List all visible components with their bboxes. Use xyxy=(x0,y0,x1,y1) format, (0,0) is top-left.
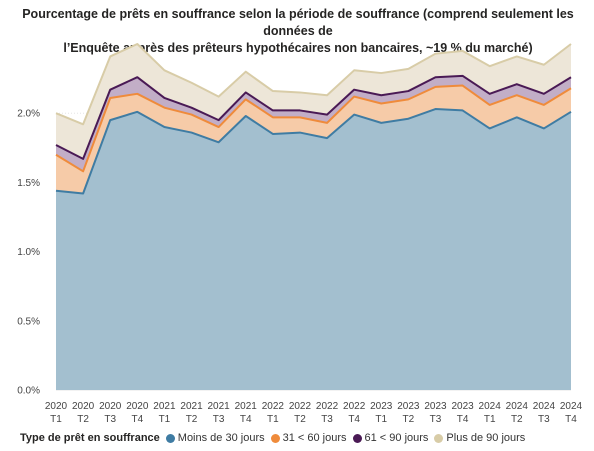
x-tick-year: 2024 xyxy=(533,401,556,412)
x-tick-quarter: T3 xyxy=(321,414,333,425)
series-line-plus-90 xyxy=(55,43,572,126)
series-line-61-90 xyxy=(55,74,572,160)
area-series-plus-90[interactable] xyxy=(56,44,571,159)
y-tick-label: 1.0% xyxy=(17,247,40,258)
x-tick-year: 2020 xyxy=(99,401,122,412)
x-tick-year: 2023 xyxy=(424,401,447,412)
x-tick-quarter: T3 xyxy=(430,414,442,425)
legend-label-plus-90: Plus de 90 jours xyxy=(446,432,526,444)
x-tick-year: 2021 xyxy=(235,401,258,412)
x-tick-year: 2022 xyxy=(343,401,366,412)
x-tick-year: 2023 xyxy=(370,401,393,412)
x-axis: 2020 T1 2020 T2 2020 T3 2020 T4 2021 T1 2021 T2 2021… xyxy=(45,401,583,425)
x-tick-year: 2021 xyxy=(208,401,231,412)
area-series-moins-30[interactable] xyxy=(56,109,571,391)
legend-item-61-90[interactable]: 61 < 90 jours xyxy=(352,432,429,444)
x-tick-quarter: T4 xyxy=(348,414,360,425)
series-line-moins-30 xyxy=(55,108,572,195)
x-tick-year: 2024 xyxy=(506,401,529,412)
x-tick-quarter: T2 xyxy=(403,414,415,425)
legend: Type de prêt en souffrance Moins de 30 j… xyxy=(20,432,531,444)
x-tick-quarter: T2 xyxy=(294,414,306,425)
legend-item-plus-90[interactable]: Plus de 90 jours xyxy=(434,432,525,444)
x-tick-quarter: T2 xyxy=(511,414,523,425)
y-tick-label: 2.0% xyxy=(17,109,40,120)
x-tick-year: 2021 xyxy=(180,401,203,412)
y-tick-label: 0.5% xyxy=(17,316,40,327)
legend-title: Type de prêt en souffrance xyxy=(20,432,160,444)
x-tick-quarter: T4 xyxy=(131,414,143,425)
x-tick-quarter: T1 xyxy=(484,414,496,425)
legend-dot-61-90 xyxy=(352,433,362,443)
x-tick-year: 2023 xyxy=(397,401,420,412)
y-axis: 0.0% 0.5% 1.0% 1.5% 2.0% xyxy=(17,109,40,397)
x-tick-quarter: T1 xyxy=(267,414,279,425)
legend-label-moins-30: Moins de 30 jours xyxy=(177,432,265,444)
x-tick-quarter: T4 xyxy=(240,414,252,425)
legend-label-31-60: 31 < 60 jours xyxy=(282,432,347,444)
x-tick-year: 2022 xyxy=(316,401,339,412)
x-tick-quarter: T3 xyxy=(213,414,225,425)
x-tick-quarter: T4 xyxy=(457,414,469,425)
legend-dot-31-60 xyxy=(270,433,280,443)
series-line-group xyxy=(55,43,572,195)
y-tick-label: 1.5% xyxy=(17,178,40,189)
x-tick-year: 2020 xyxy=(72,401,95,412)
legend-item-31-60[interactable]: 31 < 60 jours xyxy=(270,432,347,444)
x-tick-quarter: T2 xyxy=(77,414,89,425)
x-tick-year: 2020 xyxy=(126,401,149,412)
chart-title-line-1: Pourcentage de prêts en souffrance selon… xyxy=(22,7,574,38)
x-tick-quarter: T2 xyxy=(186,414,198,425)
x-tick-year: 2020 xyxy=(45,401,68,412)
x-tick-quarter: T3 xyxy=(104,414,116,425)
x-tick-year: 2021 xyxy=(153,401,176,412)
x-tick-quarter: T3 xyxy=(538,414,550,425)
legend-item-moins-30[interactable]: Moins de 30 jours xyxy=(165,432,265,444)
chart-title-line-2: l’Enquête auprès des prêteurs hypothécai… xyxy=(63,41,533,55)
area-series-group xyxy=(56,44,571,391)
series-line-31-60 xyxy=(55,84,572,173)
x-tick-year: 2022 xyxy=(289,401,312,412)
chart-title: Pourcentage de prêts en souffrance selon… xyxy=(14,6,582,57)
y-tick-label: 0.0% xyxy=(17,386,40,397)
x-tick-year: 2022 xyxy=(262,401,285,412)
legend-dot-moins-30 xyxy=(165,433,175,443)
legend-label-61-90: 61 < 90 jours xyxy=(364,432,429,444)
x-tick-year: 2024 xyxy=(560,401,583,412)
x-tick-year: 2024 xyxy=(479,401,502,412)
x-tick-quarter: T1 xyxy=(50,414,62,425)
legend-dot-plus-90 xyxy=(434,433,444,443)
x-tick-quarter: T1 xyxy=(375,414,387,425)
x-tick-quarter: T4 xyxy=(565,414,577,425)
x-tick-quarter: T1 xyxy=(159,414,171,425)
x-tick-year: 2023 xyxy=(451,401,474,412)
